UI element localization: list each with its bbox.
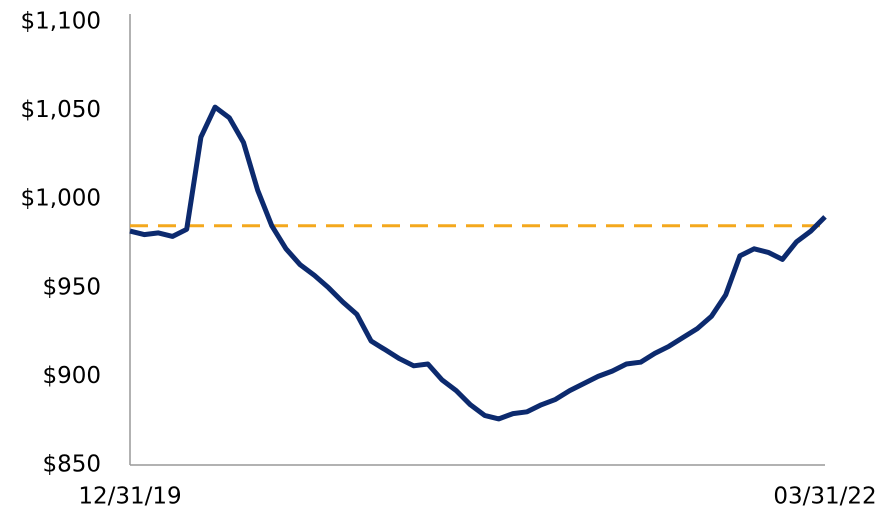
y-tick-label: $850 — [42, 452, 101, 478]
x-tick-label: 03/31/22 — [773, 484, 876, 510]
y-tick-label: $950 — [42, 274, 101, 300]
y-tick-label: $900 — [42, 363, 101, 389]
x-tick-label: 12/31/19 — [78, 484, 181, 510]
y-tick-label: $1,000 — [21, 186, 101, 212]
y-tick-label: $1,050 — [21, 97, 101, 123]
line — [129, 104, 827, 422]
y-tick-label: $1,100 — [21, 9, 101, 35]
